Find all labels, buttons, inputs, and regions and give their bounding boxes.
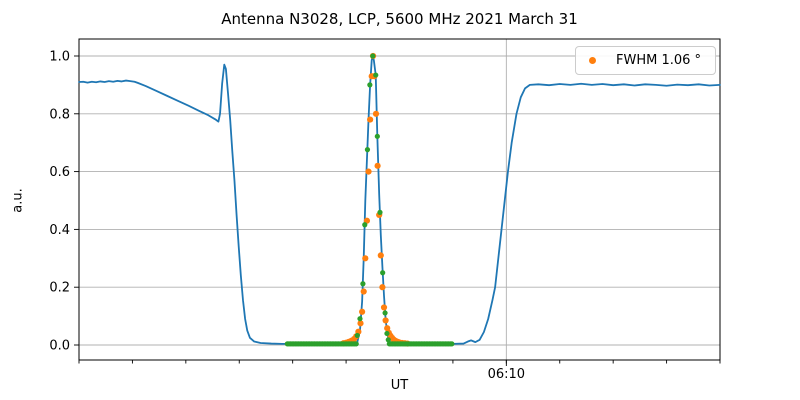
legend: FWHM 1.06 ° [575, 46, 716, 75]
y-tick-label: 0.8 [49, 107, 70, 122]
y-tick-label: 1.0 [49, 49, 70, 64]
series-gaussian-fit-points [340, 52, 411, 347]
y-tick-label: 0.0 [49, 339, 70, 354]
x-axis-label: UT [390, 378, 409, 393]
y-tick-label: 0.4 [49, 223, 70, 238]
axes-spines [78, 38, 721, 361]
series-antenna-signal-line [78, 55, 721, 345]
x-tick-label: 06:10 [488, 367, 525, 382]
chart-title: Antenna N3028, LCP, 5600 MHz 2021 March … [221, 10, 578, 28]
fwhm-marker-icon [589, 57, 596, 64]
series-measured-data-points [284, 53, 455, 347]
grid-lines [79, 39, 720, 360]
y-axis-label: a.u. [10, 188, 26, 213]
legend-label: FWHM 1.06 ° [616, 53, 702, 68]
axis-ticks: 06:10 0.0 0.2 0.4 0.6 0.8 1.0 [49, 49, 721, 382]
y-tick-label: 0.2 [49, 281, 70, 296]
y-tick-label: 0.6 [49, 165, 70, 180]
